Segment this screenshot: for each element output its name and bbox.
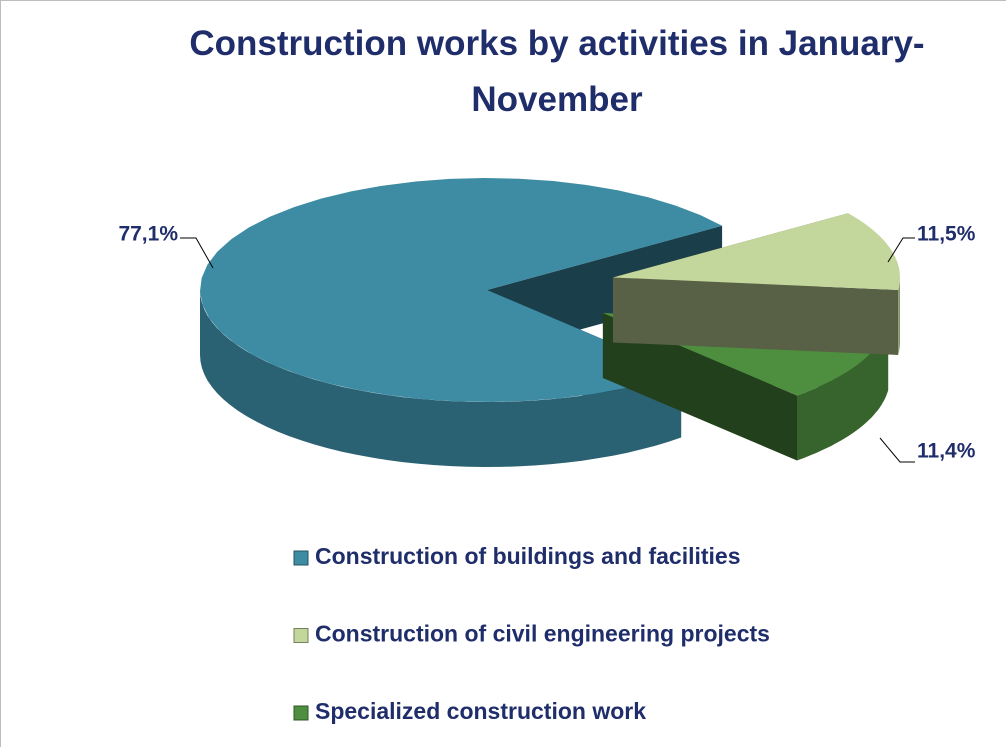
slice: [200, 178, 723, 402]
slice-wall: [797, 325, 889, 461]
legend-label: Specialized construction work: [315, 698, 646, 724]
legend-swatch: [293, 628, 309, 643]
leader-line: [887, 237, 915, 263]
data-label: 11,4%: [917, 440, 976, 463]
legend-swatch: [293, 550, 309, 566]
slice-edge: [602, 312, 798, 461]
data-label: 11,5%: [917, 223, 976, 246]
leader-line: [180, 237, 214, 269]
leader-line: [879, 437, 915, 463]
slice-wall: [200, 290, 682, 467]
chart-title: Construction works by activities in Janu…: [189, 24, 925, 119]
slice-wall: [898, 277, 900, 355]
slice: [612, 213, 900, 290]
legend-swatch: [293, 705, 309, 721]
data-label: 77,1%: [118, 223, 178, 246]
legend-label: Construction of civil engineering projec…: [315, 621, 770, 647]
legend-label: Construction of buildings and facilities: [315, 543, 741, 569]
slice-edge: [612, 277, 899, 355]
